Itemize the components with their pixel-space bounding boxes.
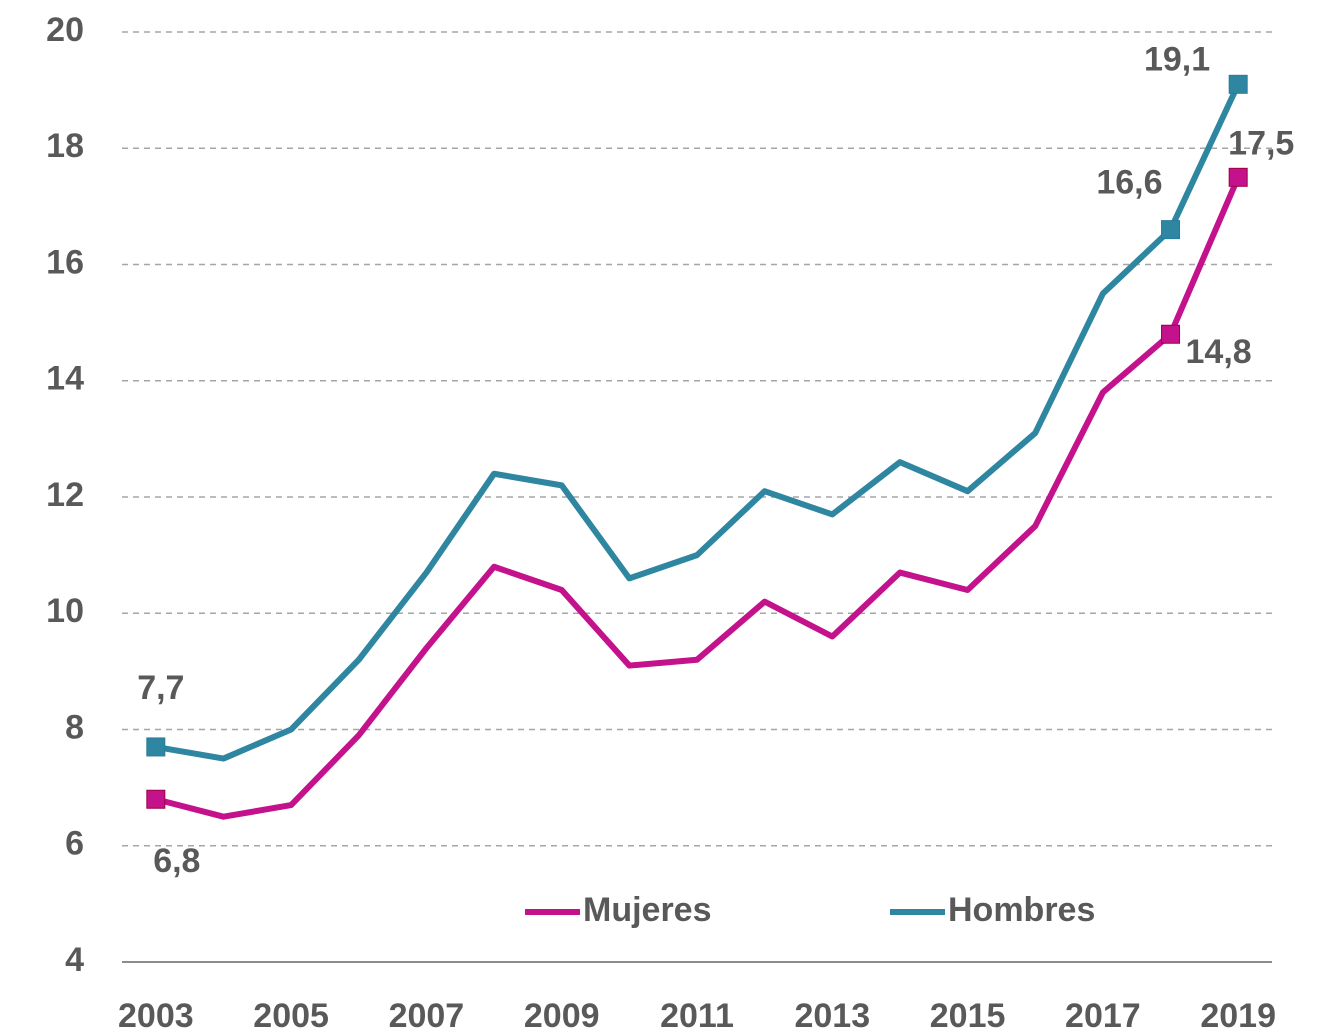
data-label: 7,7 <box>137 669 184 707</box>
x-tick-label: 2015 <box>930 997 1006 1035</box>
y-tick-label: 10 <box>46 592 84 630</box>
data-label: 19,1 <box>1144 40 1210 78</box>
data-label: 14,8 <box>1186 333 1252 371</box>
data-label: 6,8 <box>153 842 200 880</box>
y-tick-label: 14 <box>46 360 84 398</box>
x-tick-label: 2019 <box>1200 997 1276 1035</box>
x-tick-label: 2005 <box>253 997 329 1035</box>
legend-label: Hombres <box>948 891 1095 929</box>
x-tick-label: 2009 <box>524 997 600 1035</box>
point-marker <box>146 789 166 809</box>
data-label: 17,5 <box>1228 124 1294 162</box>
y-tick-label: 18 <box>46 127 84 165</box>
point-marker <box>1161 220 1181 240</box>
y-tick-label: 8 <box>65 708 84 746</box>
data-label: 16,6 <box>1096 164 1162 202</box>
x-tick-label: 2011 <box>660 997 734 1035</box>
legend-label: Mujeres <box>583 891 712 929</box>
series-line <box>155 83 1241 762</box>
y-tick-label: 4 <box>65 941 84 979</box>
point-marker <box>1228 74 1248 94</box>
point-marker <box>146 737 166 757</box>
x-tick-label: 2003 <box>118 997 194 1035</box>
x-tick-label: 2007 <box>389 997 465 1035</box>
x-tick-label: 2013 <box>794 997 870 1035</box>
point-marker <box>1161 324 1181 344</box>
point-marker <box>1228 167 1248 187</box>
x-tick-label: 2017 <box>1065 997 1141 1035</box>
y-tick-label: 16 <box>46 243 84 281</box>
y-tick-label: 20 <box>46 11 84 49</box>
y-tick-label: 6 <box>65 825 84 863</box>
series-line <box>155 176 1241 820</box>
y-tick-label: 12 <box>46 476 84 514</box>
